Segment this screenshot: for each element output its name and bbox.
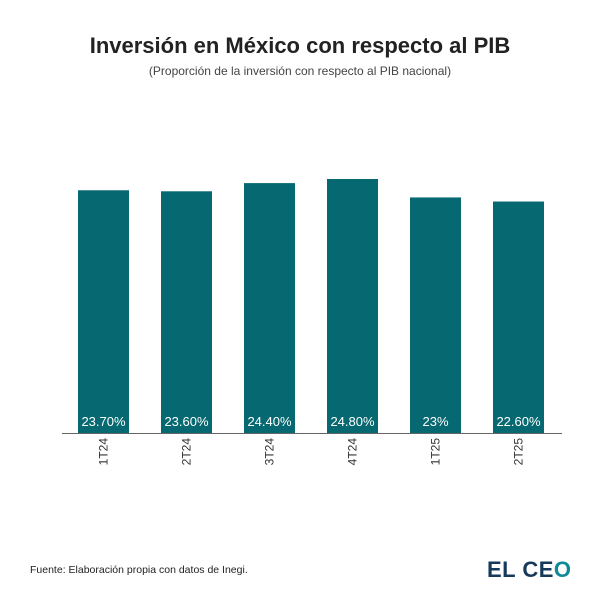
data-label: 22.60% <box>496 414 541 429</box>
bar-1T24 <box>78 190 129 433</box>
el-ceo-logo: EL CEO <box>487 557 572 582</box>
x-tick-label: 3T24 <box>263 438 277 466</box>
data-label: 24.40% <box>247 414 292 429</box>
bar-1T25 <box>410 197 461 433</box>
bar-2T24 <box>161 191 212 433</box>
x-tick-label: 2T24 <box>180 438 194 466</box>
x-tick-label: 2T25 <box>512 438 526 466</box>
x-tick-label: 1T25 <box>429 438 443 466</box>
bar-3T24 <box>244 183 295 433</box>
bar-2T25 <box>493 201 544 433</box>
data-label: 23.70% <box>81 414 126 429</box>
chart-subtitle: (Proporción de la inversión con respecto… <box>148 64 452 78</box>
data-label: 23.60% <box>164 414 209 429</box>
x-tick-label: 1T24 <box>97 438 111 466</box>
data-label: 23% <box>422 414 448 429</box>
x-tick-label: 4T24 <box>346 438 360 466</box>
data-label: 24.80% <box>330 414 375 429</box>
bar-4T24 <box>327 179 378 433</box>
source-note: Fuente: Elaboración propia con datos de … <box>30 564 248 576</box>
chart-title: Inversión en México con respecto al PIB <box>89 33 511 58</box>
